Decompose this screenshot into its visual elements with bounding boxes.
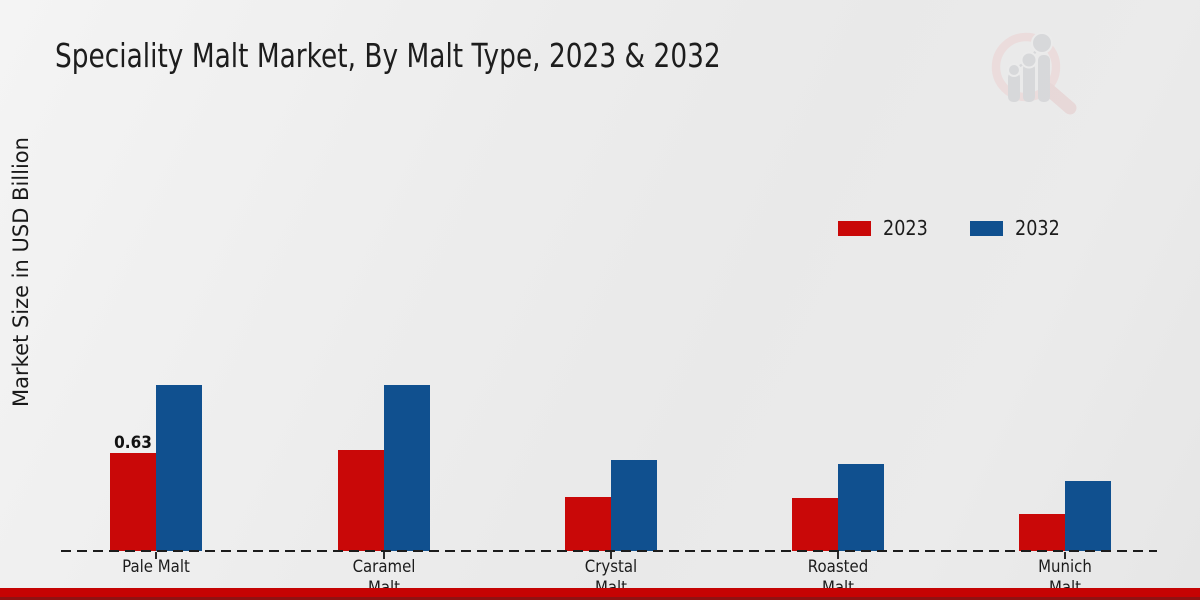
bar-2023-roasted-malt — [792, 498, 838, 551]
x-axis-tick — [383, 552, 385, 559]
legend-label-2023: 2023 — [883, 216, 928, 240]
legend-label-2032: 2032 — [1014, 216, 1060, 240]
bottom-red-strip — [0, 588, 1200, 600]
legend-swatch-2023 — [838, 220, 871, 236]
x-axis-baseline — [61, 550, 1157, 552]
market-research-logo-icon — [991, 32, 1077, 115]
legend-swatch-2032 — [969, 220, 1003, 236]
x-axis-tick — [1064, 552, 1066, 559]
bar-2023-caramel-malt — [338, 450, 384, 551]
value-label-2023-pale-malt: 0.63 — [114, 433, 152, 453]
bar-2032-pale-malt — [156, 385, 202, 551]
bar-2032-roasted-malt — [838, 464, 884, 551]
category-label-pale-malt: Pale Malt — [122, 557, 190, 577]
bar-2023-crystal-malt — [565, 497, 611, 551]
bar-2032-caramel-malt — [384, 385, 430, 551]
x-axis-tick — [610, 552, 612, 559]
bar-2032-crystal-malt — [611, 460, 657, 551]
bar-2023-pale-malt — [110, 453, 156, 551]
x-axis-tick — [837, 552, 839, 559]
x-axis-tick — [155, 552, 157, 559]
bar-2023-munich-malt — [1019, 514, 1065, 551]
chart-title: Speciality Malt Market, By Malt Type, 20… — [55, 36, 721, 75]
legend: 2023 2032 — [838, 216, 1066, 240]
bar-2032-munich-malt — [1065, 481, 1111, 551]
